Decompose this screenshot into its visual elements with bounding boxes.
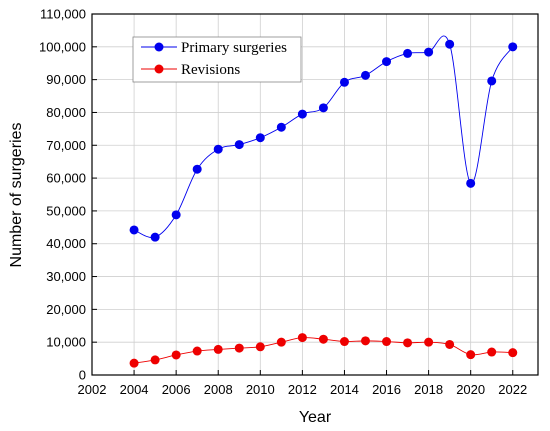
y-axis-title: Number of surgeries: [8, 123, 25, 268]
data-point-revisions: [466, 350, 476, 360]
y-tick-label: 80,000: [46, 105, 86, 120]
data-point-revisions: [192, 346, 202, 356]
data-point-primary: [318, 103, 328, 113]
x-tick-label: 2006: [162, 382, 191, 397]
data-point-revisions: [339, 337, 349, 347]
data-point-revisions: [213, 344, 223, 354]
data-point-primary: [276, 122, 286, 132]
x-tick-label: 2010: [246, 382, 275, 397]
data-point-primary: [382, 57, 392, 67]
data-point-revisions: [255, 342, 265, 352]
data-point-primary: [213, 144, 223, 154]
x-tick-label: 2022: [498, 382, 527, 397]
y-tick-label: 90,000: [46, 72, 86, 87]
series-primary: [129, 35, 518, 242]
data-point-revisions: [297, 333, 307, 343]
y-tick-label: 100,000: [39, 39, 86, 54]
y-tick-label: 50,000: [46, 203, 86, 218]
series-revisions: [129, 333, 518, 368]
data-point-primary: [192, 164, 202, 174]
data-point-primary: [445, 39, 455, 49]
x-tick-label: 2016: [372, 382, 401, 397]
data-point-revisions: [424, 337, 434, 347]
data-point-revisions: [129, 358, 139, 368]
data-point-revisions: [150, 355, 160, 365]
data-point-revisions: [318, 334, 328, 344]
x-tick-labels: 2002 2004 2006 2008 2010 2012 2014 2016 2018 2020…: [78, 382, 528, 397]
y-tick-label: 60,000: [46, 171, 86, 186]
y-tick-label: 70,000: [46, 138, 86, 153]
x-tick-label: 2002: [78, 382, 107, 397]
y-tick-label: 0: [79, 368, 86, 383]
y-tick-label: 110,000: [40, 7, 86, 22]
x-tick-label: 2018: [414, 382, 443, 397]
legend-marker-revisions: [154, 64, 164, 74]
data-point-primary: [403, 48, 413, 58]
data-point-revisions: [360, 336, 370, 346]
data-point-revisions: [234, 343, 244, 353]
data-point-revisions: [276, 337, 286, 347]
legend: Primary surgeries Revisions: [132, 36, 302, 83]
y-tick-labels: 0 10,000 20,000 30,000 40,000 50,000 60,000 70,…: [39, 7, 86, 383]
data-point-primary: [360, 70, 370, 80]
legend-label-primary: Primary surgeries: [181, 40, 287, 56]
x-tick-label: 2004: [120, 382, 149, 397]
y-tick-label: 20,000: [46, 302, 86, 317]
data-point-primary: [424, 47, 434, 57]
data-point-revisions: [382, 337, 392, 347]
data-point-revisions: [487, 347, 497, 357]
plot-frame: [91, 13, 539, 376]
x-tick-label: 2008: [204, 382, 233, 397]
x-axis-title: Year: [299, 409, 332, 426]
y-tick-label: 10,000: [46, 335, 86, 350]
x-tick-label: 2014: [330, 382, 359, 397]
data-point-primary: [487, 76, 497, 86]
data-point-revisions: [171, 350, 181, 360]
data-point-primary: [171, 210, 181, 220]
data-point-primary: [466, 178, 476, 188]
data-point-primary: [339, 77, 349, 87]
x-tick-label: 2012: [288, 382, 317, 397]
series-group: [129, 35, 518, 368]
data-point-primary: [255, 133, 265, 143]
data-point-primary: [234, 140, 244, 150]
data-point-primary: [508, 42, 518, 52]
data-point-revisions: [403, 338, 413, 348]
data-point-primary: [297, 109, 307, 119]
legend-label-revisions: Revisions: [181, 62, 240, 78]
data-point-revisions: [445, 339, 455, 349]
x-tick-label: 2020: [456, 382, 485, 397]
axis-ticks: [91, 13, 514, 376]
y-tick-label: 40,000: [46, 236, 86, 251]
legend-marker-primary: [154, 42, 164, 52]
data-point-primary: [129, 225, 139, 235]
data-point-primary: [150, 232, 160, 242]
y-tick-label: 30,000: [46, 269, 86, 284]
data-point-revisions: [508, 348, 518, 358]
